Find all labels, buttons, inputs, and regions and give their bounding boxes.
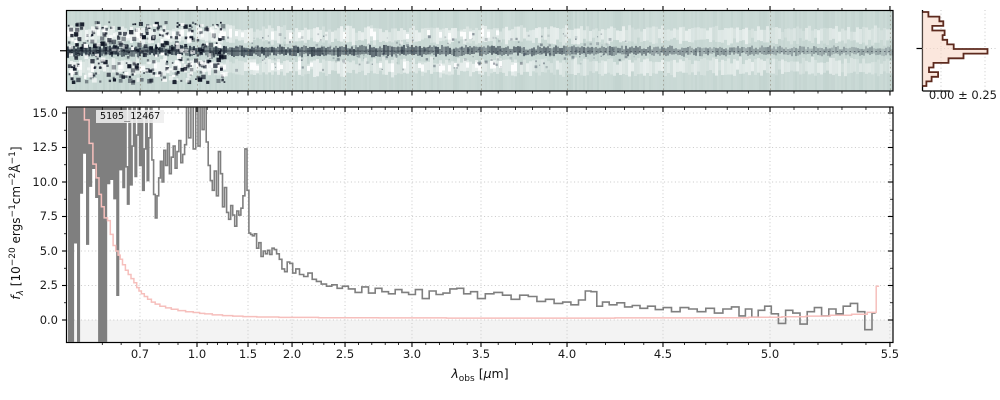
x-tick-label: 1.5 — [238, 347, 258, 361]
noise-histogram-label: 0.00 ± 0.25 — [928, 88, 997, 102]
x-tick-label: 5.0 — [760, 347, 780, 361]
x-tick-label: 1.0 — [187, 347, 207, 361]
x-tick-label: 4.0 — [557, 347, 577, 361]
x-tick-label: 2.5 — [335, 347, 355, 361]
y-tick-label: 12.5 — [32, 140, 58, 154]
y-tick-label: 15.0 — [32, 105, 58, 120]
x-tick-label: 5.5 — [880, 347, 900, 361]
x-tick-label: 3.0 — [402, 347, 422, 361]
spectrum-2d-image — [67, 11, 893, 91]
x-axis-label: λobs [μm] — [451, 366, 509, 384]
y-tick-label: 7.5 — [39, 209, 58, 223]
x-tick-label: 4.5 — [653, 347, 673, 361]
x-tick-label: 2.0 — [282, 347, 302, 361]
y-tick-label: 2.5 — [39, 278, 58, 292]
y-tick-label: 5.0 — [39, 243, 58, 258]
x-tick-label: 3.5 — [471, 347, 491, 361]
y-axis-label: fλ [10−20 ergs−1cm−2Å−1] — [8, 146, 26, 300]
y-tick-label: 0.0 — [39, 312, 58, 327]
plot-title: 5105_12467 — [96, 110, 165, 123]
y-tick-label: 10.0 — [32, 174, 58, 189]
x-tick-label: 0.7 — [130, 347, 150, 361]
